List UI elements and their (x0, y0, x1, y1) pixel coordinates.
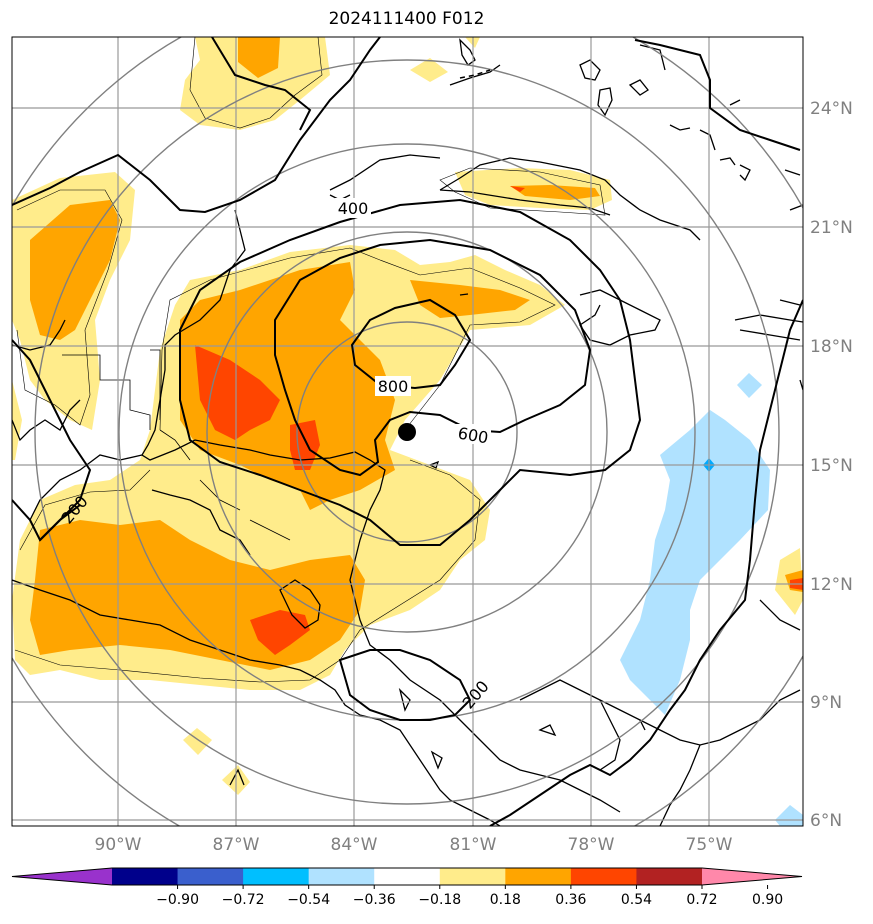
colorbar-tick-label: 0.72 (686, 892, 717, 908)
colorbar-tick-label: −0.72 (222, 892, 265, 908)
colorbar-tick-label: 0.18 (490, 892, 521, 908)
map-area: 400 800 600 200 200 (12, 37, 803, 826)
longitude-labels: 90°W 87°W 84°W 81°W 78°W 75°W (95, 835, 733, 855)
lat-label-24n: 24°N (810, 99, 853, 119)
lat-label-15n: 15°N (810, 456, 853, 476)
borders (62, 349, 291, 541)
latitude-labels: 24°N 21°N 18°N 15°N 12°N 9°N 6°N (810, 99, 853, 831)
colorbar-segment (112, 868, 179, 885)
lat-label-9n: 9°N (810, 693, 842, 713)
map-title: 2024111400 F012 (328, 9, 485, 29)
contour-label-800: 800 (378, 377, 409, 396)
colorbar-tick-label: 0.90 (752, 892, 783, 908)
colorbar-tick-label: −0.54 (287, 892, 330, 908)
colorbar-tick-label: −0.36 (353, 892, 396, 908)
lat-label-21n: 21°N (810, 218, 853, 238)
colorbar-segment (505, 868, 572, 885)
colorbar-segment (177, 868, 244, 885)
lat-label-18n: 18°N (810, 337, 853, 357)
shading-outlines (14, 37, 606, 683)
range-rings (12, 37, 803, 826)
colorbar-extend-min (12, 868, 112, 885)
colorbar-segment (374, 868, 441, 885)
colorbar-segment (243, 868, 310, 885)
coastlines (12, 38, 803, 826)
colorbar-tick-label: −0.90 (156, 892, 199, 908)
colorbar-tick-label: −0.18 (418, 892, 461, 908)
shading-neg0.36-neg0.18 (620, 373, 803, 826)
colorbar-segment (308, 868, 375, 885)
map-frame (11, 36, 804, 827)
lat-label-12n: 12°N (810, 575, 853, 595)
lon-label-87w: 87°W (213, 835, 260, 855)
colorbar-segment (570, 868, 637, 885)
contour-label-400: 400 (338, 199, 369, 218)
colorbar-segment (439, 868, 506, 885)
colorbar-tick-label: 0.54 (621, 892, 652, 908)
lon-label-81w: 81°W (450, 835, 497, 855)
colorbar-tick-label: 0.36 (555, 892, 586, 908)
lon-label-78w: 78°W (568, 835, 615, 855)
colorbar: −0.90 −0.72 −0.54 −0.36 −0.18 0.18 0.36 0.54 0.7… (11, 867, 803, 908)
colorbar-outline (11, 867, 803, 886)
lon-label-90w: 90°W (95, 835, 142, 855)
lat-label-6n: 6°N (810, 811, 842, 831)
lon-label-75w: 75°W (686, 835, 733, 855)
lon-label-84w: 84°W (331, 835, 378, 855)
colorbar-segment (636, 868, 703, 885)
storm-center-dot (398, 423, 416, 441)
colorbar-extend-max (702, 868, 802, 885)
